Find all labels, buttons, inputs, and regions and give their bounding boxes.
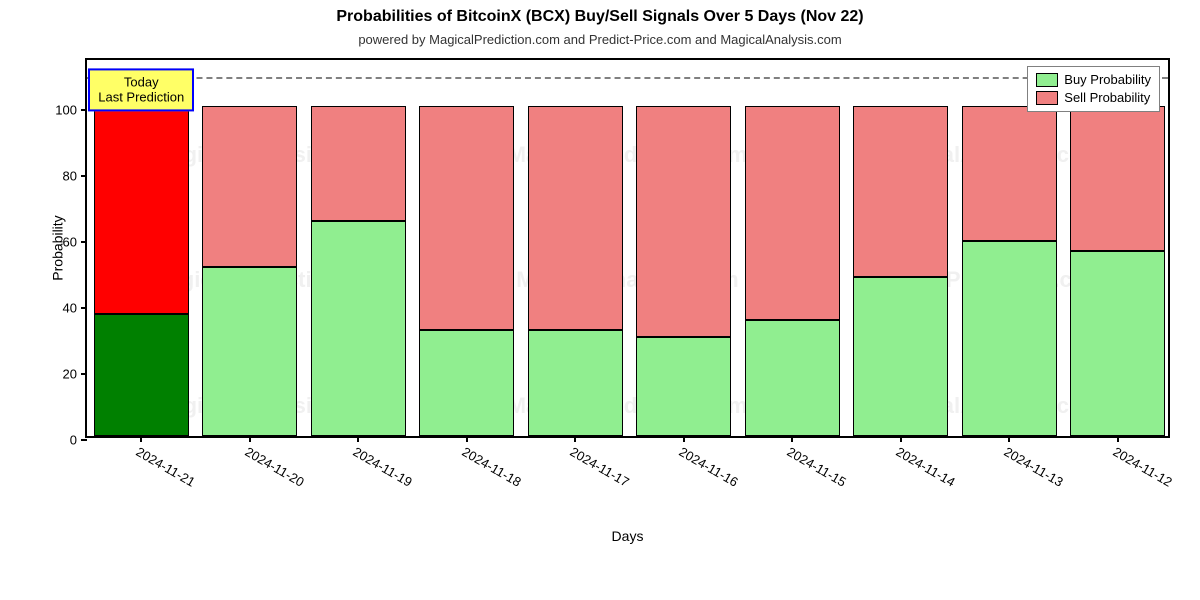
- bar-buy: [419, 330, 514, 436]
- x-axis-label: Days: [612, 528, 644, 544]
- y-tick-label: 40: [63, 300, 77, 315]
- bar-buy: [202, 267, 297, 436]
- y-axis-label: Probability: [50, 215, 66, 280]
- y-tick-label: 80: [63, 168, 77, 183]
- bar-buy: [745, 320, 840, 436]
- x-tick-label: 2024-11-15: [785, 444, 849, 490]
- bar-group: [202, 56, 297, 436]
- annotation-line-1: Today: [98, 74, 184, 90]
- bar-sell: [853, 106, 948, 278]
- bar-sell: [636, 106, 731, 337]
- y-tick-label: 100: [55, 102, 77, 117]
- x-tick-label: 2024-11-17: [568, 444, 632, 490]
- bar-sell: [962, 106, 1057, 241]
- chart-subtitle: powered by MagicalPrediction.com and Pre…: [0, 32, 1200, 47]
- y-tick-label: 0: [70, 433, 77, 448]
- bar-buy: [962, 241, 1057, 436]
- bar-sell: [202, 106, 297, 268]
- x-tick-label: 2024-11-13: [1002, 444, 1066, 490]
- plot-inner: MagicalAnalysis.com MagicalPrediction.co…: [87, 60, 1168, 436]
- today-annotation: Today Last Prediction: [88, 68, 194, 111]
- x-tick-label: 2024-11-21: [134, 444, 198, 490]
- legend: Buy Probability Sell Probability: [1027, 66, 1160, 112]
- annotation-line-2: Last Prediction: [98, 90, 184, 106]
- legend-swatch-buy: [1036, 73, 1058, 87]
- bar-sell: [419, 106, 514, 331]
- legend-item-sell: Sell Probability: [1036, 89, 1151, 107]
- bar-group: [419, 56, 514, 436]
- bar-buy: [1070, 251, 1165, 436]
- x-tick-label: 2024-11-18: [459, 444, 523, 490]
- y-tick-label: 20: [63, 366, 77, 381]
- bar-sell: [311, 106, 406, 222]
- bar-group: [311, 56, 406, 436]
- x-tick-label: 2024-11-16: [676, 444, 740, 490]
- bar-sell: [1070, 106, 1165, 251]
- bar-sell: [745, 106, 840, 321]
- figure: Probabilities of BitcoinX (BCX) Buy/Sell…: [0, 0, 1200, 600]
- bar-group: [745, 56, 840, 436]
- bar-group: [528, 56, 623, 436]
- bar-buy: [311, 221, 406, 436]
- bars-layer: [87, 60, 1168, 436]
- x-tick-label: 2024-11-12: [1110, 444, 1174, 490]
- bar-group: [1070, 56, 1165, 436]
- bar-buy: [636, 337, 731, 436]
- chart-title: Probabilities of BitcoinX (BCX) Buy/Sell…: [0, 8, 1200, 26]
- x-tick-label: 2024-11-14: [893, 444, 957, 490]
- bar-group: [853, 56, 948, 436]
- plot-area: MagicalAnalysis.com MagicalPrediction.co…: [85, 58, 1170, 438]
- bar-buy: [853, 277, 948, 436]
- legend-item-buy: Buy Probability: [1036, 71, 1151, 89]
- bar-group: [962, 56, 1057, 436]
- bar-buy: [94, 314, 189, 436]
- bar-group: [636, 56, 731, 436]
- legend-label-buy: Buy Probability: [1064, 71, 1151, 89]
- bar-sell: [94, 106, 189, 314]
- legend-swatch-sell: [1036, 91, 1058, 105]
- bar-buy: [528, 330, 623, 436]
- bar-group: [94, 56, 189, 436]
- legend-label-sell: Sell Probability: [1064, 89, 1150, 107]
- x-tick-label: 2024-11-19: [351, 444, 415, 490]
- bar-sell: [528, 106, 623, 331]
- x-tick-label: 2024-11-20: [242, 444, 306, 490]
